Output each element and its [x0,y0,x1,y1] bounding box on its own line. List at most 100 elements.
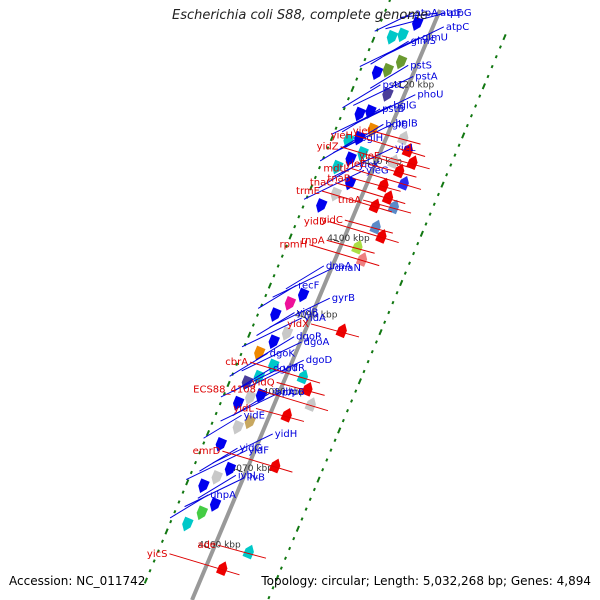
gene-ECS88_4108 [304,397,316,412]
gene-label-bglH: bglH [360,133,383,144]
gene-label-recF: recF [298,280,320,291]
gene-label-rnpA: rnpA [301,235,325,246]
label-leader [241,341,302,372]
tick-mark [461,132,466,139]
gene-label-phoU: phoU [417,90,443,101]
tick-mark [279,566,283,570]
tick-mark [449,163,453,167]
gene-label-yidQ: yidQ [252,377,275,388]
tick-mark [173,510,177,514]
tick-mark [198,451,202,455]
gene-yidE [215,437,228,452]
gene-yidC [369,219,381,235]
gene-cbrA [296,369,309,385]
gene-bglH [332,159,344,175]
tick-mark [312,487,316,492]
tick-mark [346,97,350,101]
tick-mark [156,549,160,553]
gene-label-yieF: yieF [359,151,380,162]
gene-label-yidF: yidF [248,446,269,457]
gene-bglG [343,133,355,148]
gene-label-yidE: yidE [244,410,265,421]
label-leader [309,244,380,267]
gene-label-pstS: pstS [410,60,432,71]
tick-mark [247,331,252,338]
label-leader [353,75,414,106]
tick-mark [313,175,317,180]
label-leader [257,389,329,412]
tick-mark [481,83,486,90]
gene-rnpA [351,239,363,255]
tick-mark [366,359,370,364]
label-leader [272,267,333,298]
tick-mark [309,184,314,191]
gene-phoU [367,122,379,138]
gene-label-cbrA: cbrA [225,357,248,368]
tick-mark [297,215,301,219]
tick-mark [384,8,388,13]
gene-dnaA [297,287,310,303]
tick-mark [235,362,239,367]
gene-label-pstC: pstC [382,80,404,91]
gene-tnaA [387,199,399,215]
tick-mark [293,224,297,229]
tick-mark [338,116,342,121]
tick-mark [292,536,296,541]
gene-yieE [392,163,405,179]
tick-mark [350,85,355,93]
tick-mark [350,399,354,403]
plus-strand-genes [182,16,424,532]
gene-label-ECS88_4108: ECS88_4108 [193,385,256,396]
label-leader [229,352,268,377]
tick-mark [440,181,445,188]
gene-atpA [386,29,399,45]
label-leader [342,84,381,109]
label-leader [328,221,399,244]
label-leader [220,367,282,398]
genome-summary-text: Topology: circular; Length: 5,032,268 bp… [261,574,591,588]
tick-mark [148,569,152,573]
label-leader [331,104,392,135]
tick-mark [185,479,190,486]
gene-yidG [211,470,223,485]
tick-mark [362,369,366,374]
gene-dgoR [268,358,280,374]
tick-mark [329,448,333,452]
gene-label-yidG: yidG [239,443,262,454]
gene-label-yidC: yidC [321,215,343,226]
tick-mark [478,94,482,98]
tick-mark [388,0,392,3]
gene-label-glmS: glmS [411,36,436,47]
tick-mark [374,340,378,344]
tick-mark [416,241,420,246]
label-leader [318,164,357,189]
scale-label: 4110 kbp [360,157,403,167]
scale-tick [397,85,404,89]
tick-mark [469,114,473,118]
label-leader [197,474,237,499]
tick-mark [326,146,330,150]
label-leader [372,130,421,145]
tick-mark [318,165,322,170]
tick-mark [264,293,268,298]
tick-mark [304,507,308,511]
gene-label-bglG: bglG [393,100,416,111]
gene-pstS [382,87,394,102]
label-leader [321,190,393,213]
tick-mark [239,352,243,357]
scale-tick [235,468,243,473]
gene-label-yieE: yieE [345,159,366,170]
tick-mark [214,411,218,416]
gene-ade [242,544,254,560]
tick-mark [363,57,367,62]
tick-mark [354,389,358,393]
tick-mark [490,64,494,69]
gene-label-dnaN: dnaN [335,263,361,274]
label-leader [344,219,393,234]
label-leader [169,494,209,519]
gene-label-yicS: yicS [147,549,168,560]
gene-label-rpmH: rpmH [279,240,307,251]
